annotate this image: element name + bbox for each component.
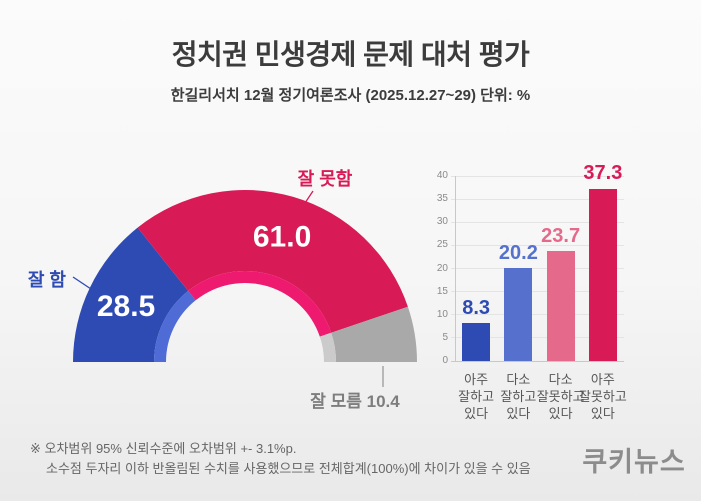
bar-value-0: 8.3 bbox=[462, 296, 491, 319]
bar-category-label-1: 다소 잘하고 있다 bbox=[500, 372, 537, 421]
bar-value-2: 23.7 bbox=[541, 225, 581, 248]
survey-subtitle: 한길리서치 12월 정기여론조사 (2025.12.27~29) 단위: % bbox=[170, 87, 531, 104]
gridline-40 bbox=[451, 175, 624, 177]
donut-segment-1 bbox=[137, 190, 408, 333]
y-tick-label-15: 15 bbox=[436, 285, 448, 297]
donut-label-jalmoreum-value: 10.4 bbox=[366, 392, 400, 411]
donut-value-0: 28.5 bbox=[97, 290, 155, 323]
bar-0 bbox=[462, 322, 491, 361]
gridline-35 bbox=[451, 198, 624, 200]
bar-value-3: 37.3 bbox=[583, 162, 623, 185]
footnote-line1: ※ 오차범위 95% 신뢰수준에 오차범위 +- 3.1%p. bbox=[30, 441, 297, 456]
donut-label-jalmoreum-text: 잘 모름 bbox=[310, 392, 362, 411]
donut-segment-0 bbox=[73, 227, 189, 362]
gridline-25 bbox=[451, 244, 624, 246]
bar-chart: 0 5 10 15 20 25 30 35 40 8.3 아주 잘하고 있다 20.2 다소 잘하고 있… bbox=[420, 158, 701, 438]
bar-category-label-2: 다소 잘못하고 있다 bbox=[536, 372, 585, 421]
donut-label-jalmotham: 잘 못함 bbox=[297, 169, 353, 189]
kukinews-logo: 쿠키뉴스 bbox=[582, 447, 686, 477]
y-tick-label-40: 40 bbox=[436, 170, 448, 181]
bar-category-label-0: 아주 잘하고 있다 bbox=[458, 372, 495, 421]
gridline-20 bbox=[451, 268, 624, 269]
page-title: 정치권 민생경제 문제 대처 평가 bbox=[171, 39, 530, 70]
bar-value-1: 20.2 bbox=[498, 241, 538, 264]
leader-line-jalham bbox=[72, 276, 92, 290]
donut-label-jalham: 잘 함 bbox=[27, 270, 66, 290]
gridline-0 bbox=[451, 360, 624, 362]
y-axis-line bbox=[455, 176, 456, 361]
y-tick-label-20: 20 bbox=[436, 262, 448, 274]
bar-1 bbox=[504, 267, 533, 361]
gridline-30 bbox=[451, 221, 624, 223]
y-tick-label-10: 10 bbox=[436, 308, 448, 320]
y-tick-label-25: 25 bbox=[436, 239, 448, 251]
donut-segment-2 bbox=[331, 306, 417, 362]
bar-2 bbox=[546, 251, 575, 361]
donut-chart: 28.5 61.0 잘 함 잘 못함 잘 모름 10.4 bbox=[0, 150, 440, 440]
gridline-5 bbox=[451, 337, 624, 339]
donut-label-jalmoreum: 잘 모름 10.4 bbox=[295, 387, 415, 412]
y-tick-label-0: 0 bbox=[442, 355, 448, 366]
donut-segment-inner-2 bbox=[319, 332, 336, 362]
donut-value-1: 61.0 bbox=[253, 220, 311, 253]
y-tick-label-30: 30 bbox=[436, 216, 448, 228]
bar-category-label-3: 아주 잘못하고 있다 bbox=[578, 372, 627, 421]
bar-3 bbox=[588, 188, 617, 361]
footnote-line2: 소수점 두자리 이하 반올림된 수치를 사용했으므로 전체합계(100%)에 차… bbox=[46, 461, 531, 476]
gridline-15 bbox=[451, 291, 624, 293]
donut-svg: 28.5 61.0 bbox=[72, 190, 417, 387]
y-tick-label-5: 5 bbox=[442, 331, 448, 343]
donut-segment-inner-1 bbox=[188, 271, 332, 337]
gridline-10 bbox=[451, 314, 624, 316]
bar-plot-area bbox=[451, 175, 624, 362]
y-tick-label-35: 35 bbox=[436, 193, 448, 205]
donut-segment-inner-0 bbox=[154, 290, 196, 362]
